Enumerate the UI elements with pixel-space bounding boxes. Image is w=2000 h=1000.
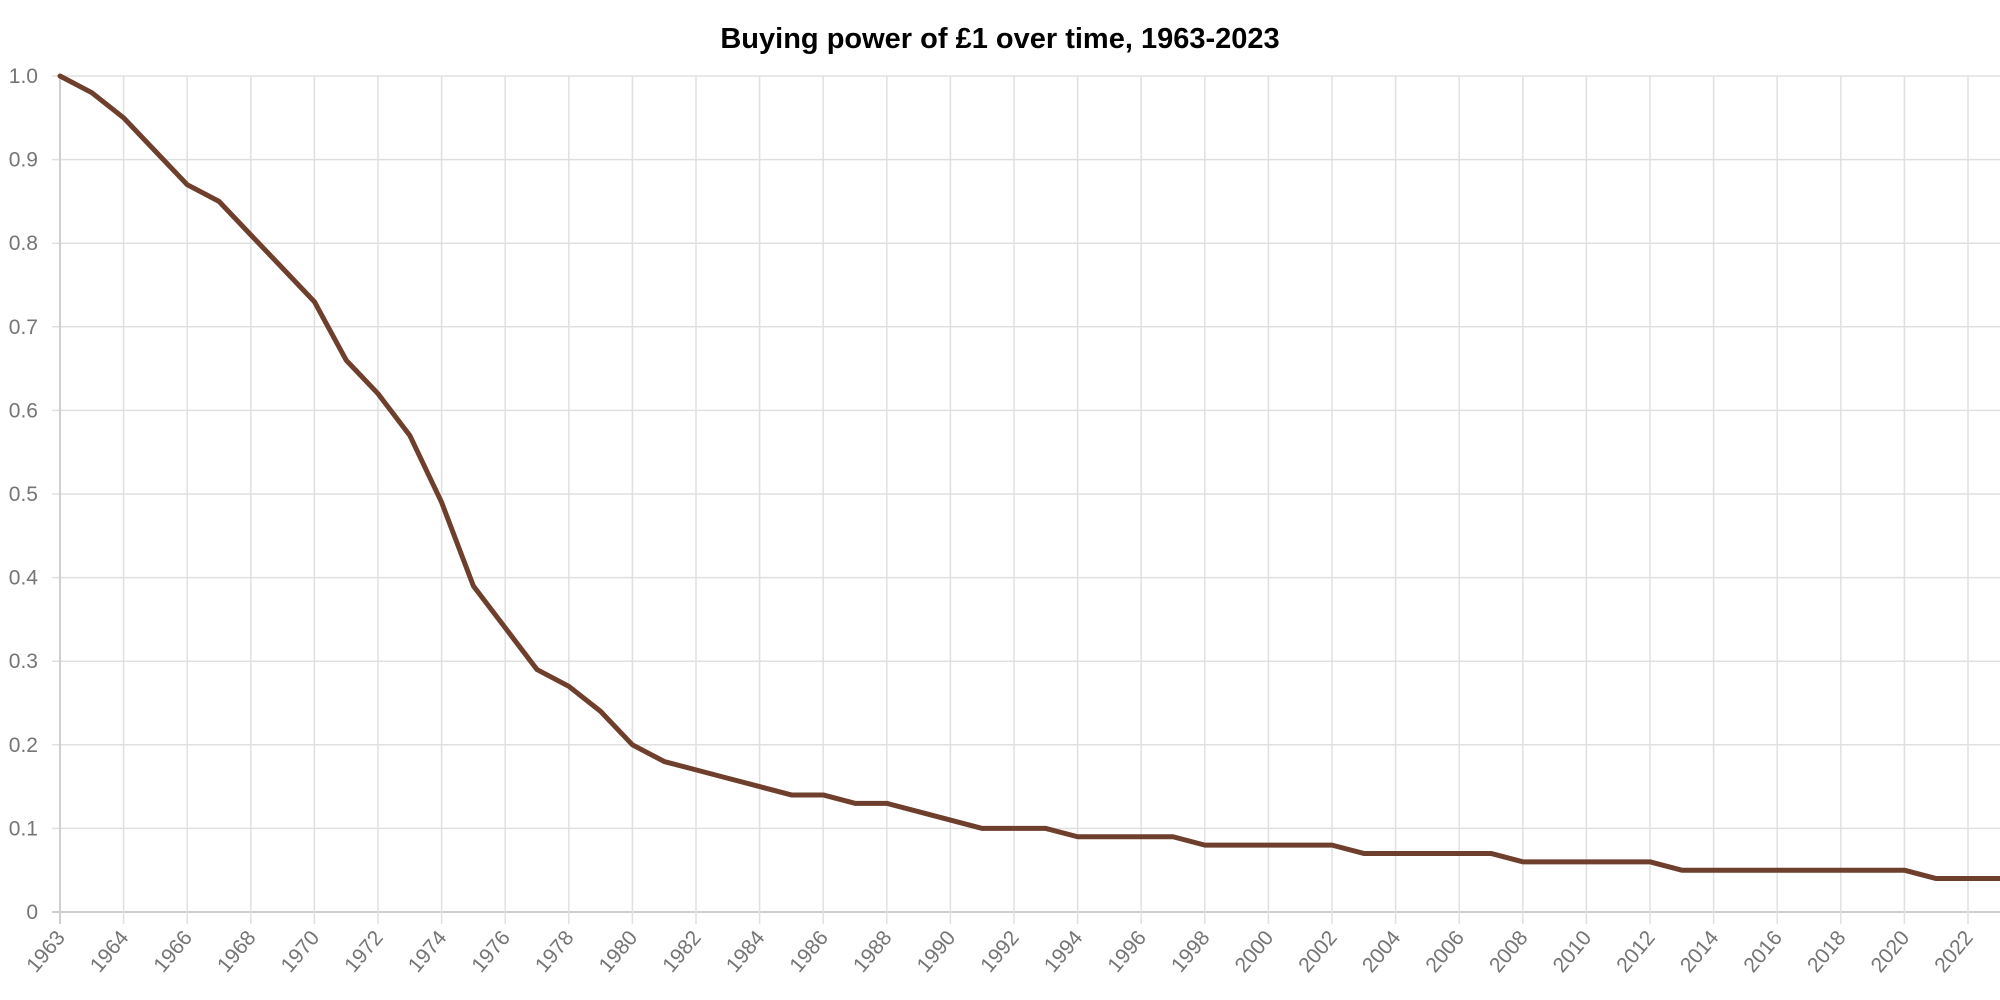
x-tick-label: 1970	[277, 926, 325, 977]
x-tick-label: 2006	[1421, 926, 1469, 977]
x-tick-label: 1986	[785, 926, 833, 977]
y-tick-label: 0.3	[9, 650, 38, 673]
x-tick-label: 1972	[340, 926, 388, 977]
x-tick-label: 1978	[531, 926, 579, 977]
x-tick-label: 2002	[1294, 926, 1342, 977]
x-tick-label: 1976	[467, 926, 515, 977]
x-tick-label: 1996	[1103, 926, 1151, 977]
x-tick-label: 1988	[849, 926, 897, 977]
y-tick-label: 0.6	[9, 399, 38, 422]
y-tick-label: 0.2	[9, 734, 38, 757]
x-tick-label: 1992	[976, 926, 1024, 977]
x-tick-label: 2008	[1485, 926, 1533, 977]
x-tick-label: 1998	[1167, 926, 1215, 977]
y-axis-ticks: 0 0.1 0.2 0.3 0.4 0.5 0.6 0.7 0.8 0.9 1.0	[9, 65, 39, 924]
x-tick-label: 1982	[658, 926, 706, 977]
x-axis-ticks: 1963 1964 1966 1968 1970 1972 1974 1976 1978 1980…	[22, 926, 1978, 977]
x-tick-label: 1966	[149, 926, 197, 977]
series-line	[57, 73, 2000, 882]
y-tick-label: 0	[26, 901, 38, 924]
x-tick-label: 2000	[1231, 926, 1279, 977]
y-tick-label: 0.4	[9, 567, 39, 590]
x-tick-label: 2012	[1612, 926, 1660, 977]
x-tick-label: 2004	[1358, 926, 1406, 977]
y-tick-label: 0.9	[9, 149, 38, 172]
x-tick-label: 2016	[1739, 926, 1787, 977]
y-tick-label: 0.5	[9, 483, 38, 506]
x-tick-label: 1963	[22, 926, 70, 977]
y-tick-label: 1.0	[9, 65, 38, 88]
x-tick-label: 2018	[1803, 926, 1851, 977]
x-tick-label: 1974	[404, 926, 452, 977]
x-tick-label: 2020	[1867, 926, 1915, 977]
x-tick-label: 1984	[722, 926, 770, 977]
series-layer	[57, 73, 2000, 882]
x-tick-label: 1990	[913, 926, 961, 977]
x-tick-label: 1994	[1040, 926, 1088, 977]
y-tick-label: 0.7	[9, 316, 38, 339]
gridlines	[52, 75, 2000, 924]
y-tick-label: 0.8	[9, 232, 38, 255]
chart-title: Buying power of £1 over time, 1963-2023	[720, 23, 1279, 55]
x-tick-label: 2022	[1930, 926, 1978, 977]
x-tick-label: 2014	[1676, 926, 1724, 977]
y-tick-label: 0.1	[9, 817, 38, 840]
x-tick-label: 1964	[86, 926, 134, 977]
x-tick-label: 1980	[595, 926, 643, 977]
x-tick-label: 2010	[1549, 926, 1597, 977]
x-tick-label: 1968	[213, 926, 261, 977]
